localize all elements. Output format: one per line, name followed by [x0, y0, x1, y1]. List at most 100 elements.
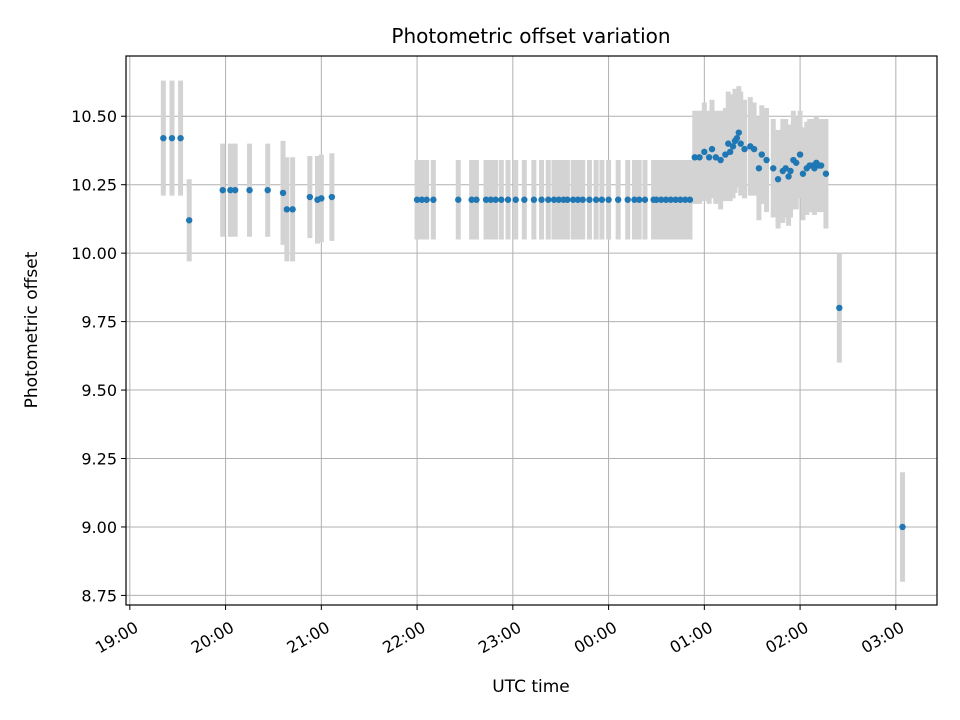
- data-point: [246, 186, 253, 194]
- data-point: [681, 196, 689, 203]
- data-point: [735, 129, 742, 136]
- data-point: [605, 196, 612, 203]
- data-point: [569, 196, 577, 203]
- data-point: [686, 196, 694, 203]
- data-point: [822, 170, 830, 177]
- data-point: [564, 196, 571, 203]
- data-point: [729, 143, 737, 150]
- data-point: [741, 145, 748, 153]
- data-point: [733, 134, 741, 142]
- data-point: [677, 196, 684, 203]
- data-point: [725, 140, 732, 147]
- data-point: [750, 145, 758, 153]
- data-point: [836, 304, 843, 312]
- y-tick-label: 10.00: [71, 244, 117, 263]
- data-point: [473, 196, 480, 203]
- data-point: [586, 196, 593, 203]
- data-point: [550, 196, 558, 203]
- data-point: [328, 193, 336, 201]
- data-point: [177, 134, 184, 142]
- y-tick-label: 8.75: [81, 586, 117, 605]
- data-point: [737, 140, 744, 147]
- data-point: [624, 196, 631, 203]
- data-point: [279, 189, 287, 197]
- data-point: [787, 167, 794, 175]
- data-point: [701, 148, 708, 156]
- data-point: [219, 186, 226, 194]
- data-point: [160, 134, 167, 142]
- data-point: [418, 196, 426, 203]
- data-point: [722, 151, 729, 158]
- data-point: [696, 154, 703, 161]
- data-point: [168, 134, 176, 142]
- data-point: [555, 196, 562, 203]
- data-point: [774, 176, 782, 183]
- data-point: [726, 148, 734, 156]
- plot-frame: [125, 55, 938, 606]
- data-point: [641, 196, 649, 203]
- data-point: [811, 165, 818, 172]
- data-point: [770, 165, 777, 172]
- data-point: [413, 196, 421, 203]
- data-points: [160, 129, 906, 531]
- data-point: [705, 154, 713, 161]
- y-axis-ticks: 8.75 9.00 9.25 9.50 9.75 10.00 10.25 10.50: [71, 107, 126, 605]
- data-point: [658, 196, 665, 203]
- data-point: [667, 196, 675, 203]
- data-point: [423, 196, 430, 203]
- y-tick-label: 9.25: [81, 450, 117, 469]
- data-point: [763, 156, 770, 164]
- y-tick-label: 10.50: [71, 107, 117, 126]
- y-tick-label: 9.00: [81, 518, 117, 537]
- data-point: [492, 196, 499, 203]
- data-point: [504, 196, 512, 203]
- data-point: [796, 151, 804, 158]
- data-point: [636, 196, 643, 203]
- data-point: [717, 156, 724, 164]
- data-point: [899, 523, 906, 531]
- data-point: [487, 196, 495, 203]
- y-tick-label: 9.75: [81, 313, 117, 332]
- data-point: [430, 196, 437, 203]
- data-point: [289, 206, 296, 213]
- data-point: [712, 154, 720, 161]
- data-point: [264, 186, 271, 194]
- data-point: [691, 154, 698, 161]
- data-point: [512, 196, 519, 203]
- grid-lines: [126, 56, 937, 605]
- data-point: [521, 196, 528, 203]
- data-point: [799, 170, 807, 177]
- data-point: [498, 196, 505, 203]
- data-point: [318, 195, 325, 202]
- data-point: [631, 196, 638, 203]
- x-axis-title: UTC time: [492, 677, 570, 697]
- data-point: [592, 196, 600, 203]
- y-tick-label: 10.25: [71, 176, 117, 195]
- data-point: [579, 196, 586, 203]
- data-point: [614, 196, 622, 203]
- data-point: [708, 145, 716, 153]
- data-point: [306, 193, 314, 201]
- data-point: [231, 186, 239, 194]
- data-point: [574, 196, 582, 203]
- data-point: [793, 159, 800, 166]
- data-point: [653, 196, 660, 203]
- data-point: [782, 165, 789, 172]
- data-point: [672, 196, 679, 203]
- y-axis-title: Photometric offset: [22, 251, 42, 408]
- data-point: [538, 196, 545, 203]
- data-point: [758, 151, 765, 158]
- data-point: [755, 165, 763, 172]
- data-point: [482, 196, 490, 203]
- data-point: [785, 173, 792, 180]
- chart-title: Photometric offset variation: [391, 24, 670, 48]
- data-point: [185, 217, 193, 224]
- data-point: [545, 196, 552, 203]
- data-point: [662, 196, 670, 203]
- data-point: [530, 196, 538, 203]
- data-point: [283, 206, 291, 213]
- y-tick-label: 9.50: [81, 381, 117, 400]
- data-point: [455, 196, 462, 203]
